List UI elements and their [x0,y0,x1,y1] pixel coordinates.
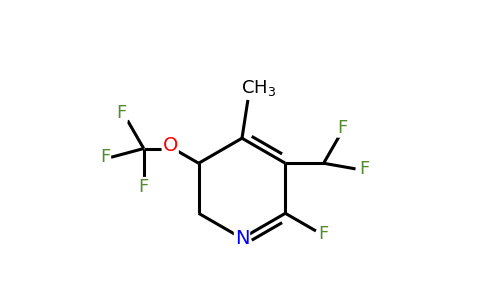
Text: F: F [138,178,149,196]
Text: F: F [100,148,110,166]
Text: F: F [359,160,369,178]
Text: F: F [117,104,127,122]
Text: N: N [235,229,249,248]
Text: F: F [318,225,329,243]
Text: CH$_3$: CH$_3$ [241,78,276,98]
Text: F: F [338,119,348,137]
Text: O: O [163,136,178,155]
